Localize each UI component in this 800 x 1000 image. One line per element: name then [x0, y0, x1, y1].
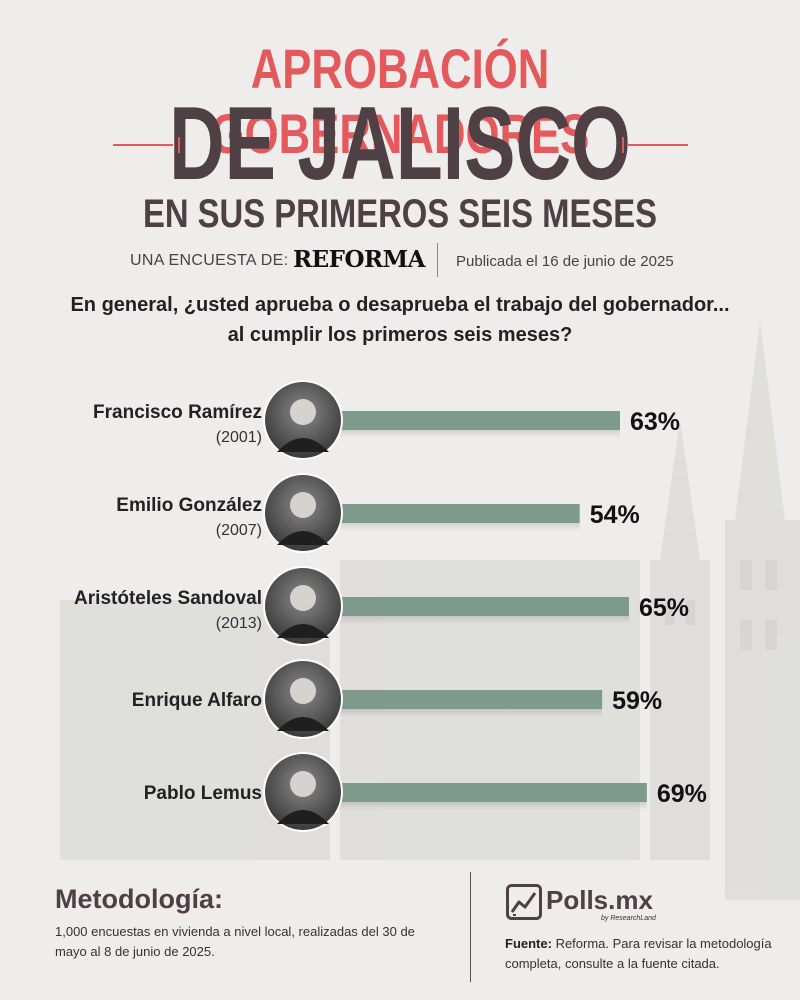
avatar-head-icon	[290, 678, 316, 704]
polls-brand-sub: by ResearchLand	[601, 915, 656, 922]
candidate-name: Pablo Lemus	[144, 783, 262, 804]
survey-brand-logo: REFORMA	[293, 246, 425, 273]
bar	[338, 411, 620, 430]
source-text: Reforma. Para revisar la metodología com…	[505, 936, 772, 971]
value-label: 63%	[630, 408, 680, 436]
avatar-body-icon	[277, 438, 329, 452]
candidate-name: Aristóteles Sandoval	[74, 588, 262, 609]
bar	[338, 597, 629, 616]
survey-question: En general, ¿usted aprueba o desaprueba …	[0, 290, 800, 350]
candidate-year: (2013)	[216, 615, 262, 632]
bar	[338, 783, 647, 802]
bar-shadow	[338, 802, 647, 810]
polls-brand-name: Polls.mx	[546, 885, 653, 915]
avatar-head-icon	[290, 771, 316, 797]
title-rule-tick-left	[178, 137, 180, 153]
bar-shadow	[338, 616, 629, 624]
candidate-name: Francisco Ramírez	[93, 402, 262, 423]
avatar-head-icon	[290, 399, 316, 425]
bar-shadow	[338, 430, 620, 438]
title-line-1: APROBACIÓN GOBERNADORES	[210, 37, 590, 165]
title-line-3: EN SUS PRIMEROS SEIS MESES	[142, 192, 657, 236]
value-label: 59%	[612, 687, 662, 715]
bar	[338, 690, 603, 709]
header-divider	[437, 243, 438, 277]
title-rule-left	[113, 144, 173, 146]
candidate-name: Emilio González	[116, 495, 262, 516]
value-label: 65%	[639, 594, 689, 622]
candidate-year: (2007)	[216, 522, 262, 539]
methodology-text: 1,000 encuestas en vivienda a nivel loca…	[55, 924, 415, 959]
title-rule-tick-right	[622, 137, 624, 153]
survey-by-label: UNA ENCUESTA DE:	[130, 252, 289, 269]
question-line-2: al cumplir los primeros seis meses?	[227, 324, 573, 346]
question-line-1: En general, ¿usted aprueba o desaprueba …	[70, 294, 730, 316]
avatar-body-icon	[277, 810, 329, 824]
avatar-body-icon	[277, 531, 329, 545]
source-note: Fuente: Reforma. Para revisar la metodol…	[505, 934, 775, 974]
footer-divider	[470, 872, 471, 982]
value-label: 69%	[657, 780, 707, 808]
bar	[338, 504, 580, 523]
avatar-body-icon	[277, 717, 329, 731]
methodology-title: Metodología:	[55, 884, 223, 914]
candidate-year: (2001)	[216, 429, 262, 446]
source-label: Fuente:	[505, 936, 552, 951]
avatar-body-icon	[277, 624, 329, 638]
title-rule-right	[628, 144, 688, 146]
bar-shadow	[338, 523, 580, 531]
avatar-head-icon	[290, 492, 316, 518]
avatar-head-icon	[290, 585, 316, 611]
candidate-name: Enrique Alfaro	[132, 690, 262, 711]
value-label: 54%	[590, 501, 640, 529]
title-line-2: DE JALISCO	[169, 86, 631, 202]
published-date: Publicada el 16 de junio de 2025	[456, 253, 674, 270]
bar-shadow	[338, 709, 603, 717]
polls-chart-icon	[506, 884, 542, 920]
